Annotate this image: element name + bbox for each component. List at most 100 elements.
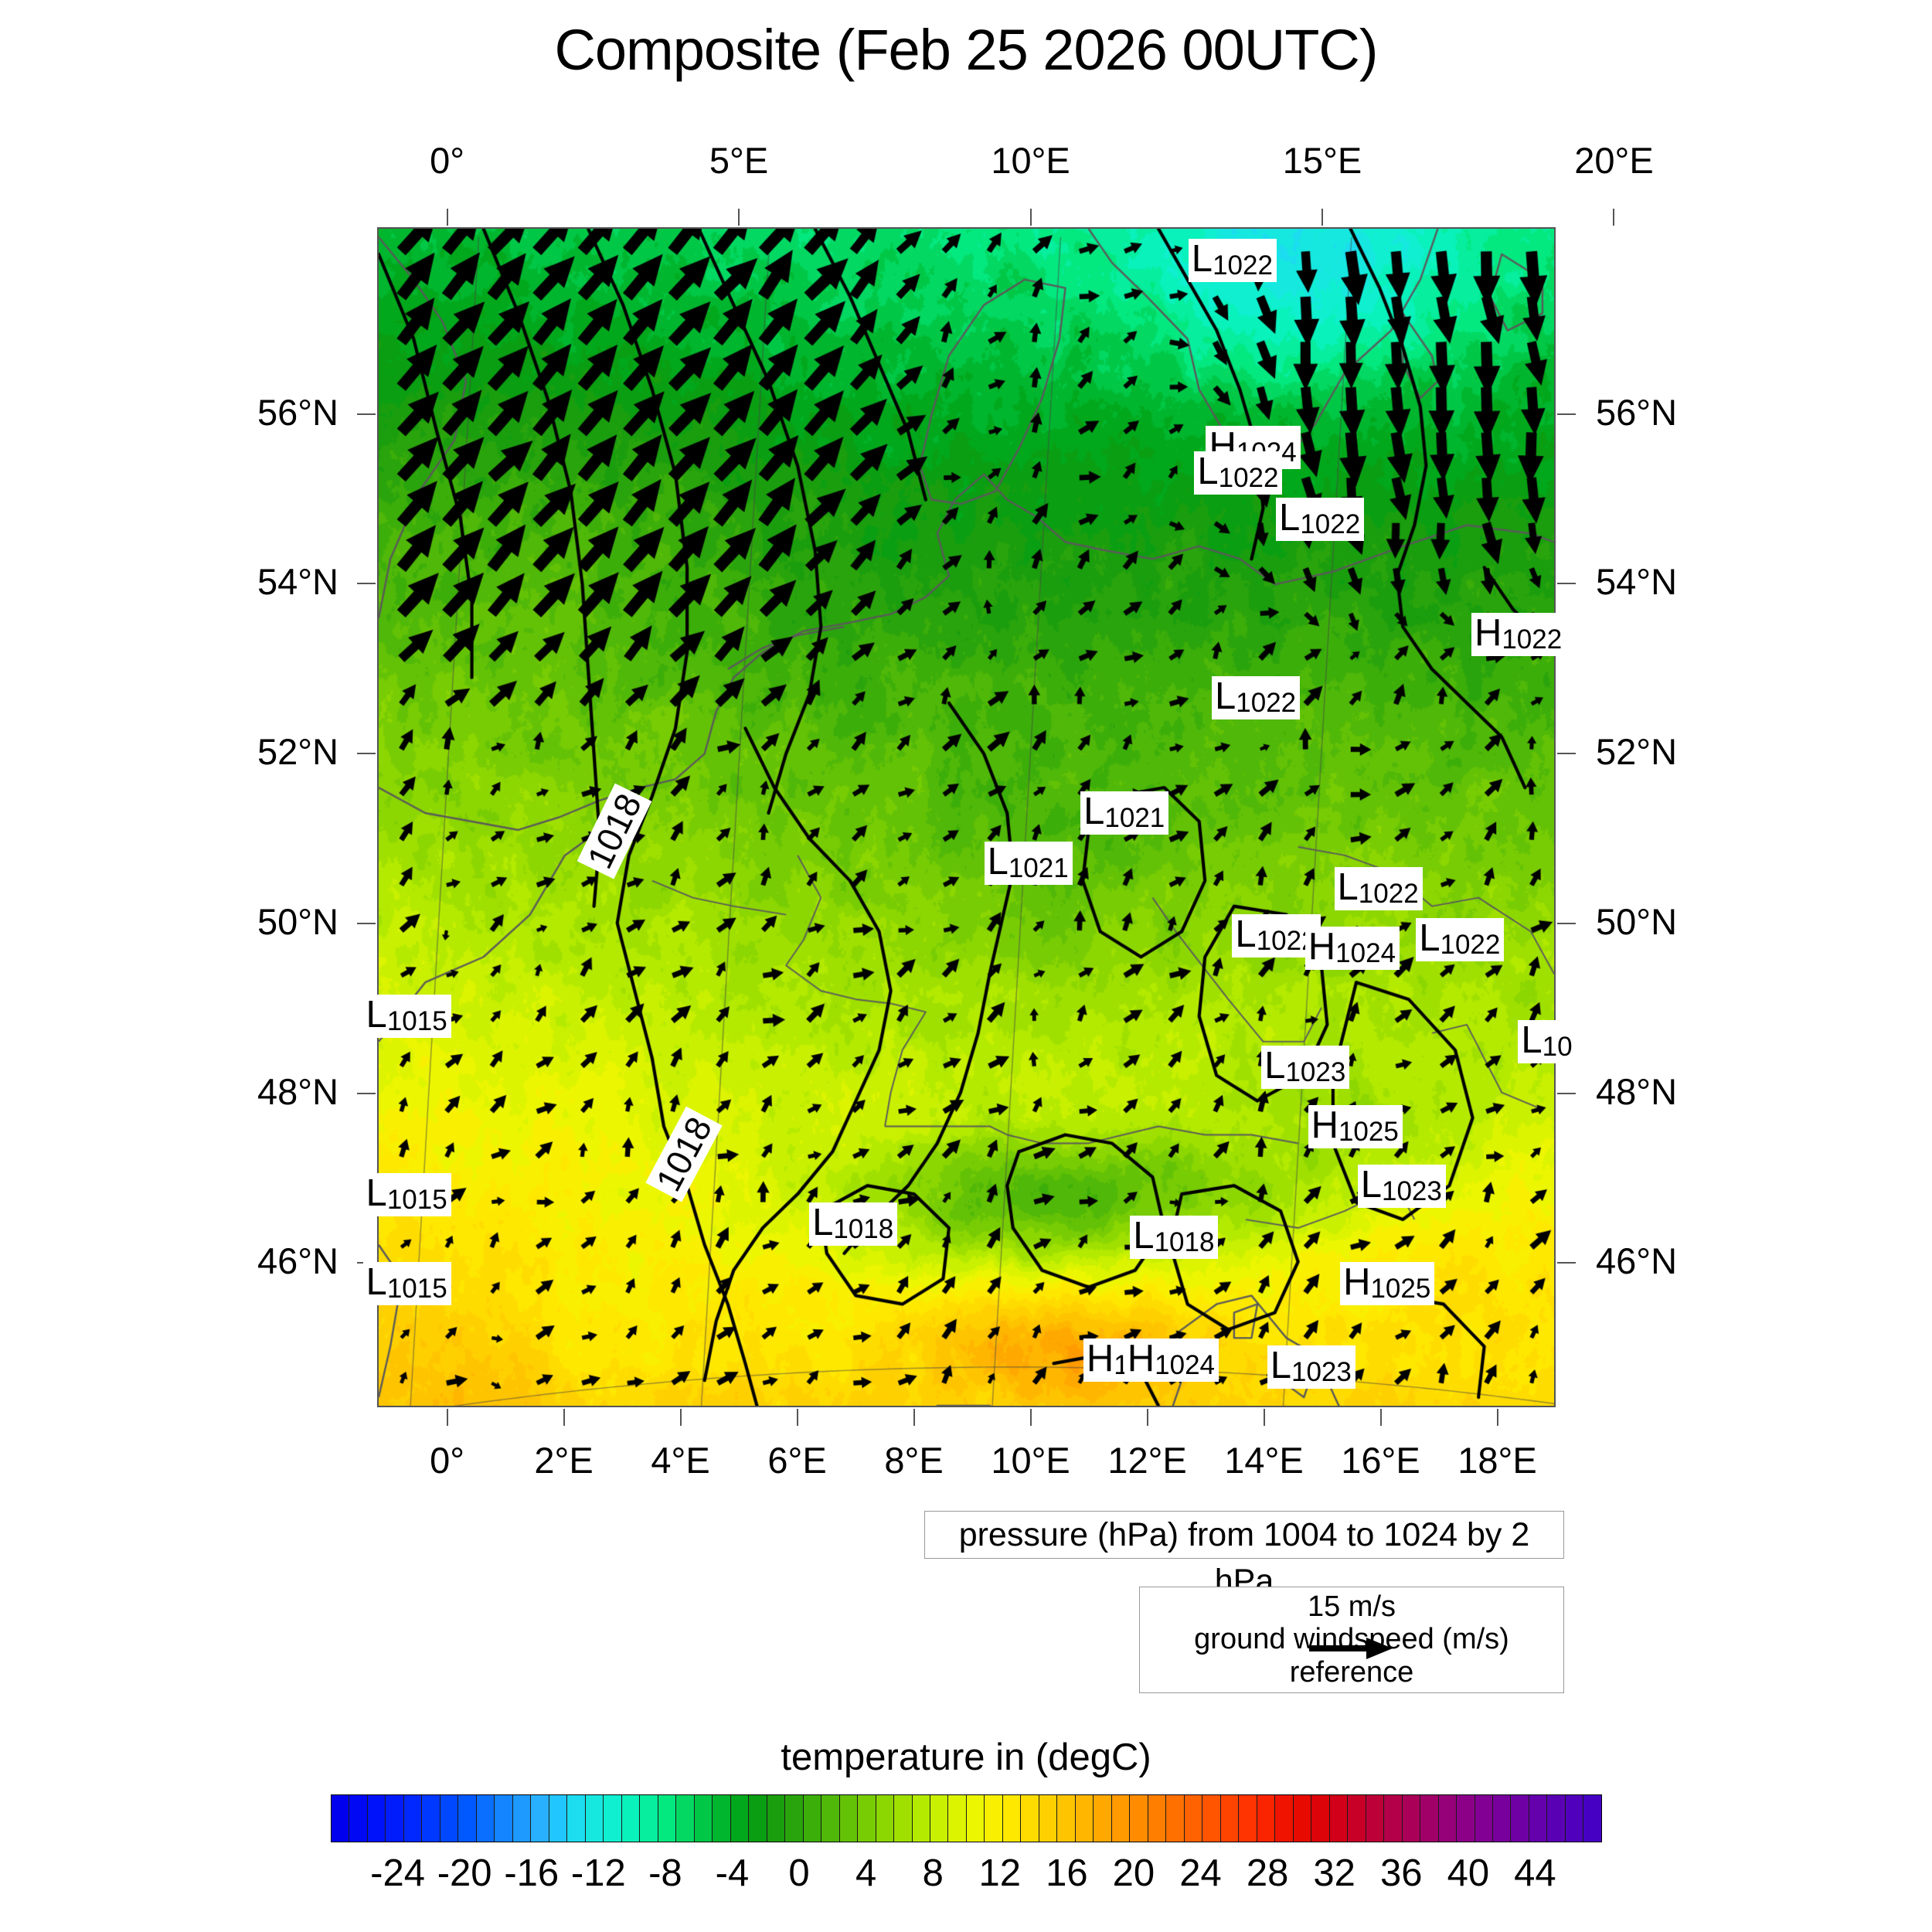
colorbar-tick: -20 <box>437 1852 492 1894</box>
lon-tick-top <box>446 209 448 226</box>
lon-label-bottom: 2°E <box>534 1440 594 1481</box>
lat-label-left: 52°N <box>257 731 338 773</box>
pressure-marker-type: L <box>1279 497 1301 539</box>
colorbar-cell <box>440 1795 459 1842</box>
lon-label-bottom: 16°E <box>1341 1440 1420 1481</box>
colorbar-tick: -4 <box>715 1852 750 1894</box>
pressure-marker-value: 1021 <box>1008 853 1069 884</box>
pressure-marker-type: H <box>1311 1104 1338 1146</box>
colorbar-cell <box>332 1795 350 1842</box>
colorbar-cell <box>730 1795 750 1842</box>
lat-label-right: 54°N <box>1596 561 1678 603</box>
pressure-marker-value: 1022 <box>1236 688 1297 719</box>
pressure-marker-type: H <box>1086 1338 1114 1380</box>
colorbar-cell <box>1220 1795 1240 1842</box>
colorbar[interactable] <box>331 1794 1602 1842</box>
lon-label-bottom: 4°E <box>651 1440 710 1481</box>
pressure-marker-l: L1021 <box>984 842 1073 886</box>
pressure-marker-l: L1022 <box>1276 497 1365 542</box>
wind-reference-value: 15 m/s <box>1307 1590 1396 1623</box>
colorbar-tick: 0 <box>788 1852 810 1894</box>
pressure-marker-l: L1022 <box>1212 676 1301 720</box>
lat-tick-right <box>1557 922 1576 924</box>
lat-label-left: 54°N <box>257 561 338 603</box>
colorbar-cell <box>1021 1795 1039 1842</box>
colorbar-cell <box>1511 1795 1529 1842</box>
colorbar-cell <box>585 1795 604 1842</box>
colorbar-cell <box>839 1795 859 1842</box>
pressure-marker-l: L1018 <box>809 1202 898 1247</box>
colorbar-cell <box>476 1795 495 1842</box>
lat-label-right: 52°N <box>1596 731 1678 773</box>
colorbar-cell <box>985 1795 1003 1842</box>
lon-tick-bottom <box>1029 1409 1032 1426</box>
colorbar-cell <box>1384 1795 1403 1842</box>
colorbar-cell <box>1257 1795 1276 1842</box>
colorbar-tick: 28 <box>1246 1852 1289 1894</box>
pressure-marker-l: L1021 <box>1080 791 1169 835</box>
pressure-marker-l: L1018 <box>1130 1215 1219 1259</box>
lat-tick-right <box>1557 1262 1576 1264</box>
pressure-marker-type: L <box>1360 1163 1382 1206</box>
pressure-marker-type: L <box>366 1261 387 1304</box>
lat-label-right: 46°N <box>1596 1240 1678 1282</box>
lon-label-top: 20°E <box>1574 140 1654 181</box>
lon-label-top: 15°E <box>1282 140 1362 181</box>
pressure-marker-h: H1025 <box>1340 1262 1435 1306</box>
colorbar-title: temperature in (degC) <box>781 1736 1151 1778</box>
lon-label-bottom: 6°E <box>767 1440 827 1481</box>
colorbar-tick: 36 <box>1379 1852 1423 1894</box>
colorbar-cell <box>531 1795 549 1842</box>
colorbar-cell <box>386 1795 404 1842</box>
lon-tick-bottom <box>1263 1409 1265 1426</box>
pressure-marker-type: H <box>1308 926 1336 968</box>
pressure-marker-value: 1015 <box>386 1274 447 1304</box>
colorbar-cell <box>1438 1795 1458 1842</box>
map-plot-area[interactable] <box>377 227 1556 1407</box>
colorbar-tick: 16 <box>1046 1852 1088 1894</box>
lon-tick-bottom <box>563 1409 565 1426</box>
pressure-marker-value: 1022 <box>1218 463 1279 494</box>
lat-label-left: 56°N <box>257 391 338 433</box>
pressure-marker-value: 1023 <box>1291 1356 1352 1387</box>
colorbar-cell <box>549 1795 568 1842</box>
lon-label-bottom: 18°E <box>1458 1440 1537 1481</box>
pressure-marker-value: 1015 <box>386 1006 447 1037</box>
colorbar-cell <box>1094 1795 1112 1842</box>
lat-tick-left <box>357 753 376 755</box>
colorbar-tick: 44 <box>1514 1852 1556 1894</box>
colorbar-tick: 32 <box>1313 1852 1355 1894</box>
pressure-marker-value: 1021 <box>1104 802 1165 833</box>
pressure-marker-value: 1022 <box>1213 250 1273 281</box>
colorbar-cell <box>512 1795 532 1842</box>
wind-reference-legend: 15 m/s ground windspeed (m/s) reference <box>1139 1587 1564 1693</box>
colorbar-cell <box>1002 1795 1022 1842</box>
colorbar-cell <box>1039 1795 1058 1842</box>
lon-tick-bottom <box>1146 1409 1148 1426</box>
lat-label-left: 46°N <box>257 1240 338 1282</box>
pressure-marker-type: L <box>1264 1045 1286 1087</box>
colorbar-cell <box>821 1795 840 1842</box>
pressure-marker-value: 1022 <box>1300 509 1361 540</box>
colorbar-cell <box>640 1795 658 1842</box>
pressure-marker-h: H1024 <box>1124 1338 1219 1383</box>
pressure-marker-type: L <box>1419 917 1440 960</box>
colorbar-cell <box>1366 1795 1385 1842</box>
lon-tick-bottom <box>913 1409 915 1426</box>
pressure-marker-value: 1024 <box>1335 938 1396 969</box>
colorbar-cell <box>1329 1795 1349 1842</box>
pressure-marker-l: L1022 <box>1334 866 1423 911</box>
pressure-marker-type: L <box>1235 913 1257 955</box>
colorbar-cell <box>367 1795 386 1842</box>
colorbar-cell <box>1057 1795 1076 1842</box>
pressure-marker-l: L1023 <box>1267 1345 1355 1389</box>
pressure-marker-type: L <box>1337 866 1359 909</box>
colorbar-cell <box>349 1795 368 1842</box>
colorbar-cell <box>912 1795 930 1842</box>
lat-tick-right <box>1557 753 1576 755</box>
lon-tick-bottom <box>1379 1409 1382 1426</box>
pressure-marker-type: L <box>1191 238 1213 281</box>
pressure-marker-type: H <box>1127 1338 1155 1380</box>
colorbar-cell <box>749 1795 767 1842</box>
colorbar-cell <box>876 1795 895 1842</box>
